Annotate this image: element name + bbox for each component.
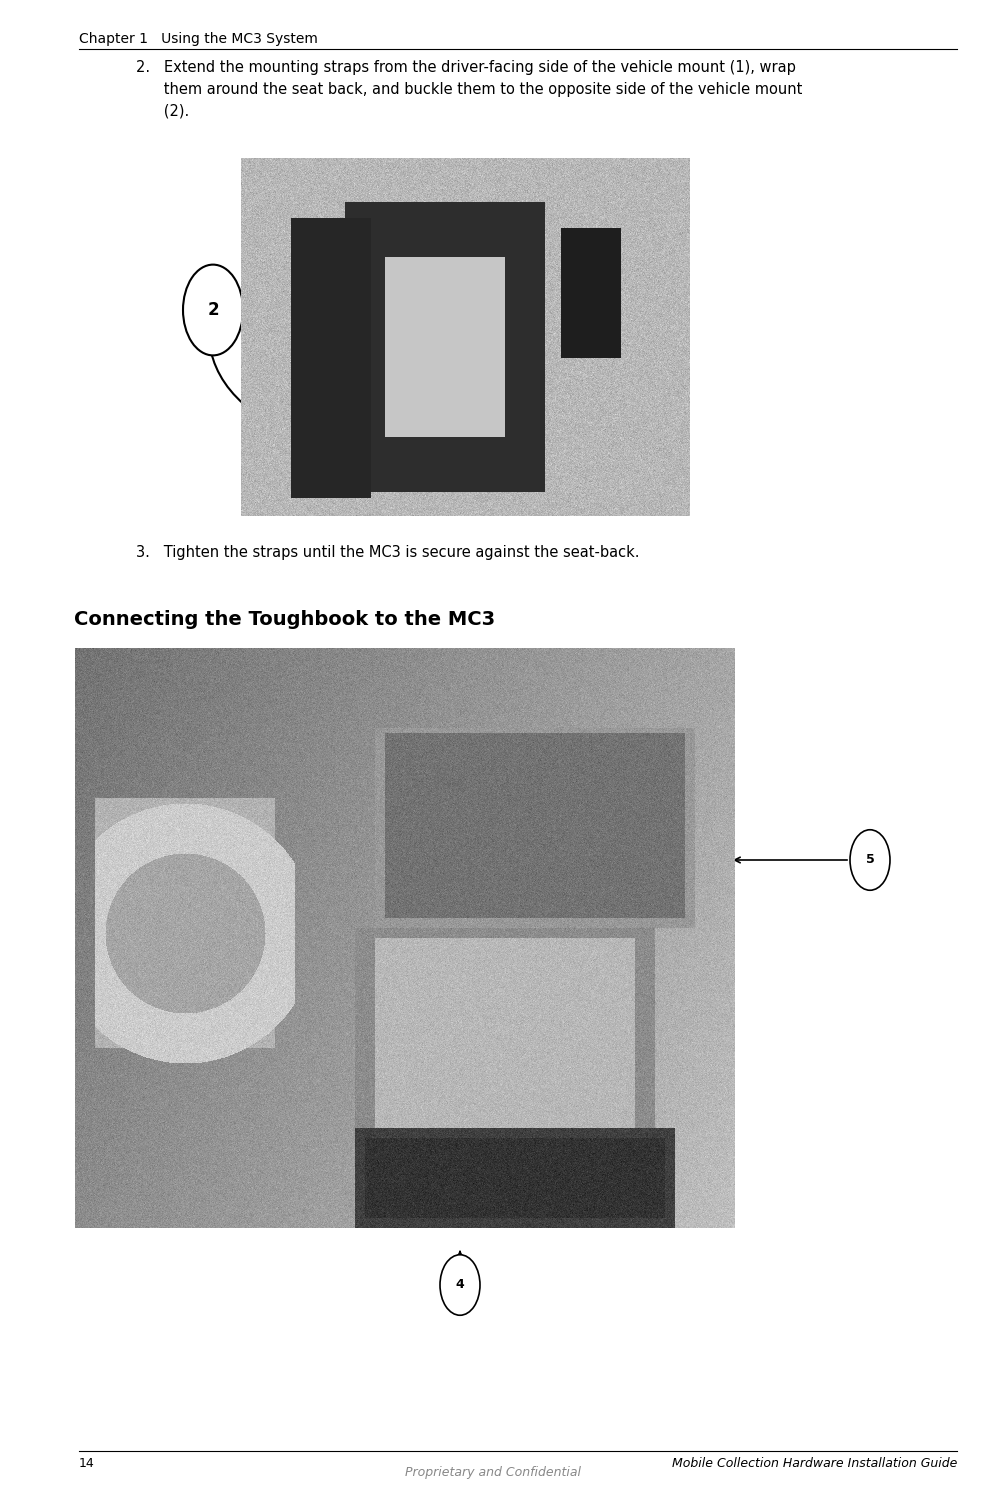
Text: Proprietary and Confidential: Proprietary and Confidential xyxy=(405,1466,581,1480)
Circle shape xyxy=(77,920,117,981)
Circle shape xyxy=(590,236,650,327)
Text: 2.   Extend the mounting straps from the driver-facing side of the vehicle mount: 2. Extend the mounting straps from the d… xyxy=(136,60,795,75)
Text: them around the seat back, and buckle them to the opposite side of the vehicle m: them around the seat back, and buckle th… xyxy=(136,82,802,97)
Text: 1: 1 xyxy=(613,273,625,291)
Text: 4: 4 xyxy=(456,1278,463,1291)
Circle shape xyxy=(182,264,243,355)
Circle shape xyxy=(849,830,889,890)
Text: Mobile Collection Hardware Installation Guide: Mobile Collection Hardware Installation … xyxy=(671,1457,956,1471)
Text: (2).: (2). xyxy=(136,105,189,119)
Circle shape xyxy=(440,1254,479,1315)
Text: 2: 2 xyxy=(207,302,219,320)
Text: 5: 5 xyxy=(865,854,874,866)
Text: Connecting the Toughbook to the MC3: Connecting the Toughbook to the MC3 xyxy=(74,611,495,629)
Text: 3.   Tighten the straps until the MC3 is secure against the seat-back.: 3. Tighten the straps until the MC3 is s… xyxy=(136,545,639,560)
Text: 1: 1 xyxy=(93,784,102,796)
Text: 3: 3 xyxy=(93,944,102,957)
Text: 14: 14 xyxy=(79,1457,95,1471)
Text: 2: 2 xyxy=(93,893,102,906)
Text: Chapter 1   Using the MC3 System: Chapter 1 Using the MC3 System xyxy=(79,33,317,46)
Circle shape xyxy=(77,870,117,930)
Circle shape xyxy=(77,760,117,820)
